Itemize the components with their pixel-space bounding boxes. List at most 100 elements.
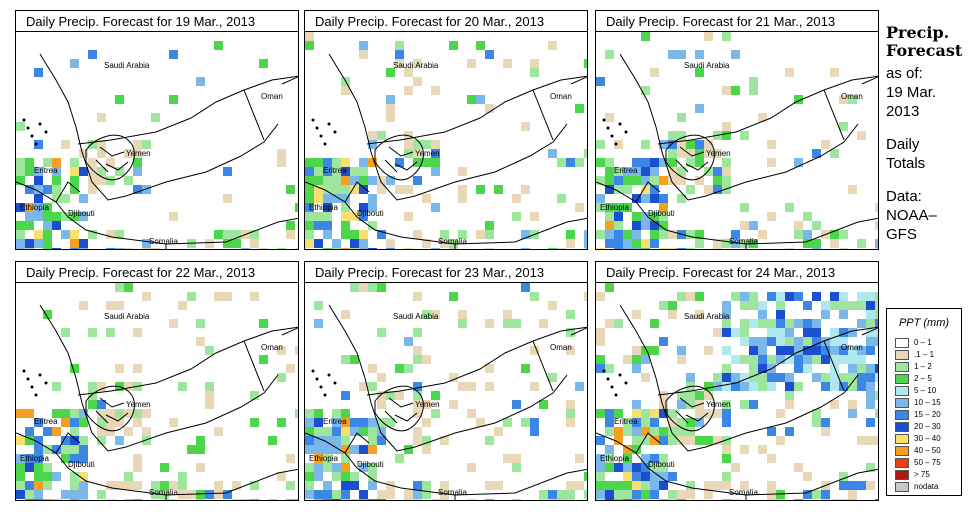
precip-cell bbox=[614, 239, 623, 248]
precip-cell bbox=[431, 149, 440, 158]
precip-cell bbox=[124, 248, 133, 249]
precip-cell bbox=[34, 463, 43, 472]
precip-cell bbox=[196, 499, 205, 500]
side-info: Precip. Forecast as of: 19 Mar. 2013 Dai… bbox=[886, 24, 970, 244]
precip-cell bbox=[803, 472, 812, 481]
precip-cell bbox=[605, 463, 614, 472]
precip-cell bbox=[88, 140, 97, 149]
precip-cell bbox=[323, 463, 332, 472]
label-yemen: Yemen bbox=[706, 149, 731, 158]
precip-cell bbox=[668, 50, 677, 59]
legend-label: 5 – 10 bbox=[914, 386, 937, 395]
precip-cell bbox=[503, 59, 512, 68]
label-somalia: Somalia bbox=[729, 488, 758, 497]
precip-cell bbox=[277, 346, 286, 355]
label-djibouti: Djibouti bbox=[68, 209, 95, 218]
border-line bbox=[665, 134, 715, 181]
precip-cell bbox=[668, 310, 677, 319]
precip-cell bbox=[458, 167, 467, 176]
precip-cell bbox=[677, 176, 686, 185]
precip-cell bbox=[512, 463, 521, 472]
precip-cell bbox=[422, 490, 431, 499]
border-line bbox=[328, 304, 568, 452]
precip-cell bbox=[314, 301, 323, 310]
precip-cell bbox=[632, 158, 641, 167]
precip-cell bbox=[704, 382, 713, 391]
precip-cell bbox=[641, 481, 650, 490]
precip-cell bbox=[758, 373, 767, 382]
precip-cell bbox=[124, 382, 133, 391]
precip-cell bbox=[61, 490, 70, 499]
precip-cell bbox=[133, 481, 142, 490]
precip-cell bbox=[106, 481, 115, 490]
precip-cell bbox=[758, 337, 767, 346]
precip-cell bbox=[839, 337, 848, 346]
precip-cells bbox=[596, 283, 878, 500]
precip-cell bbox=[722, 373, 731, 382]
precip-cell bbox=[668, 167, 677, 176]
precip-cell bbox=[106, 409, 115, 418]
label-ethiopia: Ethiopia bbox=[20, 454, 49, 463]
precip-cell bbox=[704, 140, 713, 149]
precip-cell bbox=[605, 239, 614, 248]
precip-cell bbox=[596, 472, 605, 481]
precip-cell bbox=[758, 364, 767, 373]
precip-cell bbox=[205, 239, 214, 248]
precip-cell bbox=[223, 292, 232, 301]
precip-cell bbox=[160, 481, 169, 490]
precip-cell bbox=[857, 481, 866, 490]
precip-cell bbox=[395, 50, 404, 59]
precip-cell bbox=[776, 292, 785, 301]
precip-cell bbox=[767, 427, 776, 436]
label-somalia: Somalia bbox=[729, 237, 758, 246]
precip-cell bbox=[713, 167, 722, 176]
precip-cell bbox=[43, 310, 52, 319]
legend-swatch bbox=[895, 337, 909, 348]
precip-cell bbox=[803, 328, 812, 337]
legend-swatch bbox=[895, 457, 909, 468]
precip-cell bbox=[43, 212, 52, 221]
precip-cell bbox=[79, 436, 88, 445]
label-djibouti: Djibouti bbox=[357, 209, 384, 218]
precip-cell bbox=[677, 113, 686, 122]
precip-cell bbox=[43, 445, 52, 454]
precip-cell bbox=[776, 310, 785, 319]
precip-cell bbox=[359, 418, 368, 427]
precip-cell bbox=[668, 490, 677, 499]
border-line bbox=[344, 432, 370, 454]
island-dot bbox=[333, 381, 337, 385]
precip-cell bbox=[368, 418, 377, 427]
precip-cell bbox=[530, 427, 539, 436]
precip-cell bbox=[596, 292, 605, 301]
precip-cell bbox=[350, 418, 359, 427]
precip-cell bbox=[686, 230, 695, 239]
precip-cell bbox=[350, 167, 359, 176]
precip-cell bbox=[314, 158, 323, 167]
precip-cell bbox=[25, 463, 34, 472]
precip-cell bbox=[314, 472, 323, 481]
precip-cell bbox=[196, 319, 205, 328]
precip-cell bbox=[767, 499, 776, 500]
precip-cell bbox=[16, 122, 25, 131]
precip-cell bbox=[404, 248, 413, 249]
precip-cell bbox=[686, 373, 695, 382]
precip-cell bbox=[52, 212, 61, 221]
precip-cell bbox=[323, 230, 332, 239]
precip-cell bbox=[521, 122, 530, 131]
precip-cell bbox=[341, 86, 350, 95]
precip-cell bbox=[350, 445, 359, 454]
precip-cell bbox=[106, 230, 115, 239]
precip-cell bbox=[866, 310, 875, 319]
precip-cell bbox=[866, 337, 875, 346]
precip-cell bbox=[539, 490, 548, 499]
island-dot bbox=[26, 126, 30, 130]
precip-cell bbox=[650, 409, 659, 418]
precip-cell bbox=[386, 239, 395, 248]
precip-cell bbox=[341, 472, 350, 481]
precip-cell bbox=[485, 481, 494, 490]
precip-cell bbox=[659, 436, 668, 445]
label-eritrea: Eritrea bbox=[614, 166, 638, 175]
precip-cell bbox=[368, 158, 377, 167]
precip-cell bbox=[70, 481, 79, 490]
precip-cell bbox=[686, 391, 695, 400]
